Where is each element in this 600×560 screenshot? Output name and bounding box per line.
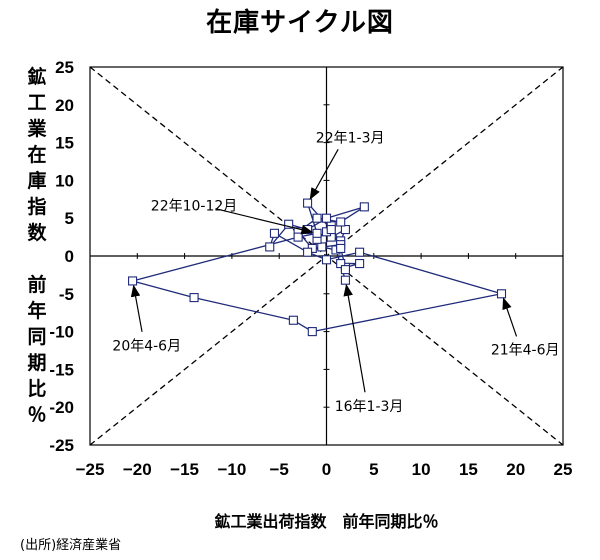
data-point (303, 198, 313, 208)
data-point (265, 242, 275, 252)
data-point (284, 219, 294, 229)
annotation-arrow (309, 149, 339, 200)
y-tick-label: 0 (65, 247, 74, 266)
data-point (336, 243, 346, 253)
y-axis-label-char: 在 (27, 144, 47, 166)
data-point (359, 202, 369, 212)
source-note: (出所)経済産業省 (20, 538, 122, 553)
data-point (189, 293, 199, 303)
y-axis-label-char: ％ (27, 404, 47, 426)
x-axis-label: 鉱工業出荷指数 前年同期比％ (214, 512, 439, 531)
y-axis-label-char: 前 (27, 274, 47, 296)
annotation-label: 20年4-6月 (112, 339, 181, 355)
data-point (312, 228, 322, 238)
x-tick-label: −25 (76, 460, 105, 479)
y-axis-label-char: 工 (27, 92, 47, 114)
y-tick-label: -10 (49, 323, 74, 342)
x-tick-label: −20 (123, 460, 152, 479)
y-axis-label-char: 同 (27, 326, 47, 348)
data-point (288, 315, 298, 325)
data-point (269, 228, 280, 238)
x-tick-label: −10 (217, 460, 246, 479)
y-axis-label-char: 数 (27, 222, 47, 244)
x-tick-label: 0 (322, 460, 331, 479)
y-tick-label: 15 (55, 134, 74, 153)
annotation-label: 22年1-3月 (316, 131, 385, 147)
data-point (336, 259, 346, 269)
y-tick-label: 20 (55, 96, 74, 115)
data-point (317, 242, 327, 252)
y-axis-label-char: 指 (27, 196, 47, 218)
y-axis-label-char: 比 (27, 378, 47, 400)
x-tick-label: 15 (459, 460, 478, 479)
y-axis-label-char: 庫 (27, 170, 47, 192)
data-point (128, 276, 138, 286)
data-point (326, 224, 336, 235)
data-point (312, 213, 322, 223)
data-point (496, 289, 507, 299)
x-tick-label: 10 (412, 460, 431, 479)
y-tick-label: -15 (49, 360, 74, 379)
data-point (336, 217, 346, 227)
y-tick-label: -5 (59, 285, 74, 304)
chart-title: 在庫サイクル図 (206, 8, 394, 38)
data-point (340, 224, 350, 235)
x-tick-label: −5 (270, 460, 289, 479)
y-axis-label-char: 年 (27, 300, 47, 322)
x-tick-label: 5 (369, 460, 378, 479)
data-point (321, 213, 332, 223)
data-point (340, 265, 350, 275)
y-tick-label: 25 (55, 58, 74, 77)
x-tick-label: 25 (554, 460, 573, 479)
data-point (355, 259, 365, 269)
y-tick-label: 5 (65, 209, 74, 228)
y-axis-label-char: 期 (27, 352, 47, 374)
data-point (340, 275, 350, 285)
annotation-arrow (343, 283, 366, 393)
annotation-arrow (130, 284, 143, 332)
data-point (303, 247, 313, 257)
y-axis-label: 鉱工業在庫指数 前年同期比 ％ (12, 64, 62, 428)
annotation-arrow (215, 208, 314, 235)
data-point (321, 255, 332, 265)
data-point (307, 327, 317, 337)
y-axis-label-char: 鉱 (27, 66, 47, 88)
data-point (293, 232, 303, 242)
x-tick-label: −15 (170, 460, 199, 479)
annotation-label: 22年10-12月 (151, 199, 238, 215)
y-tick-label: -25 (49, 436, 74, 455)
annotation-arrow (502, 297, 518, 337)
y-axis-label-char: 業 (27, 118, 47, 140)
y-tick-label: 10 (55, 171, 74, 190)
annotation-label: 16年1-3月 (335, 399, 404, 415)
x-tick-label: 20 (506, 460, 525, 479)
annotation-label: 21年4-6月 (491, 342, 560, 358)
data-point (355, 247, 365, 257)
y-tick-label: -20 (49, 398, 74, 417)
